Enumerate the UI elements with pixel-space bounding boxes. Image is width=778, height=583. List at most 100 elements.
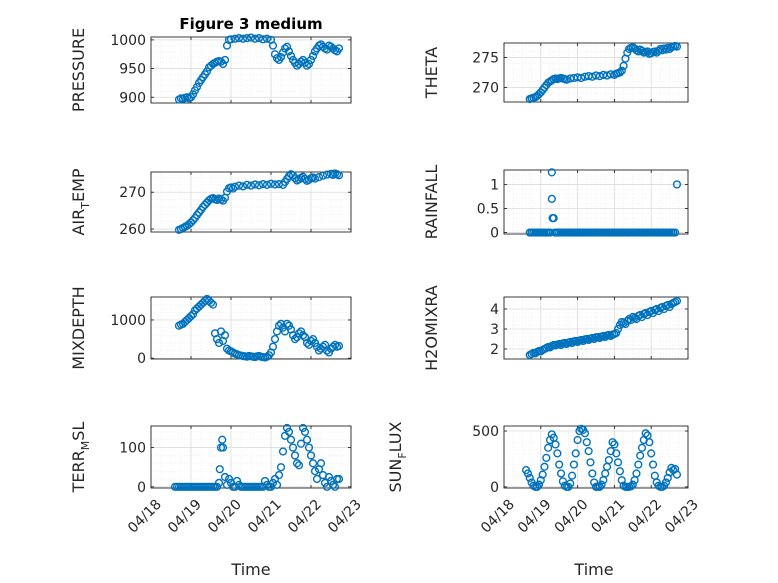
data-point-terr_msl xyxy=(212,482,222,491)
data-point-pressure xyxy=(238,34,248,43)
data-point-air_temp xyxy=(234,181,244,190)
data-point-terr_msl xyxy=(214,478,224,487)
subplot-pressure: 900 950 1000 PRESSURE xyxy=(69,28,352,112)
data-point-pressure xyxy=(188,90,198,99)
data-point-mixdepth xyxy=(270,334,280,344)
axes-frame-theta xyxy=(503,42,689,103)
data-point-pressure xyxy=(286,51,296,61)
data-point-air_temp xyxy=(328,170,338,180)
data-point-air_temp xyxy=(186,218,196,227)
data-point-mixdepth xyxy=(294,329,304,338)
data-point-pressure xyxy=(202,67,212,76)
data-point-theta xyxy=(637,46,647,55)
data-point-air_temp xyxy=(262,180,272,189)
y-tick-label: 275 xyxy=(472,50,499,66)
data-point-theta xyxy=(617,66,626,75)
data-point-pressure xyxy=(242,34,252,43)
data-point-air_temp xyxy=(322,170,332,179)
y-axis-label-pressure: PRESSURE xyxy=(69,28,88,112)
y-tick-label: 950 xyxy=(119,62,146,78)
x-axis-label-left: Time xyxy=(230,560,270,579)
data-point-pressure xyxy=(306,55,316,65)
data-point-mixdepth xyxy=(330,340,340,349)
data-point-pressure xyxy=(268,41,278,50)
data-point-sun_flux xyxy=(597,480,606,489)
data-point-sun_flux xyxy=(544,443,553,452)
data-point-air_temp xyxy=(314,173,324,182)
data-point-sun_flux xyxy=(584,447,593,456)
data-point-pressure xyxy=(246,33,256,42)
data-point-terr_msl xyxy=(290,451,300,460)
y-axis-label-theta: THETA xyxy=(422,47,441,99)
x-axis-label-right: Time xyxy=(573,560,613,579)
data-point-mixdepth xyxy=(282,319,292,328)
data-point-terr_msl xyxy=(272,480,282,489)
data-point-mixdepth xyxy=(306,336,316,346)
data-point-sun_flux xyxy=(571,449,580,458)
data-point-pressure xyxy=(272,54,282,63)
data-point-sun_flux xyxy=(612,449,621,458)
data-point-terr_msl xyxy=(218,435,227,444)
data-point-mixdepth xyxy=(208,300,218,309)
data-point-mixdepth xyxy=(290,334,300,344)
data-point-sun_flux xyxy=(569,460,579,469)
data-point-rainfall xyxy=(549,214,558,223)
data-point-pressure xyxy=(282,42,292,51)
data-point-pressure xyxy=(254,34,264,43)
data-point-air_temp xyxy=(200,200,210,209)
data-point-sun_flux xyxy=(617,476,626,485)
data-point-terr_msl xyxy=(302,435,312,444)
data-point-terr_msl xyxy=(274,470,284,480)
data-point-air_temp xyxy=(290,174,300,183)
data-point-theta xyxy=(619,61,628,70)
data-point-rainfall xyxy=(547,194,556,203)
data-point-mixdepth xyxy=(328,342,338,351)
y-tick-label: 1 xyxy=(490,177,499,193)
subplot-rainfall: 0 0.5 1 RAINFALL xyxy=(422,165,689,242)
data-point-sun_flux xyxy=(608,438,617,447)
y-tick-label: 100 xyxy=(119,441,146,457)
y-tick-label: 0.5 xyxy=(477,201,499,217)
data-point-air_temp xyxy=(246,181,256,190)
data-point-pressure xyxy=(308,51,318,61)
data-point-air_temp xyxy=(300,174,310,184)
data-point-air_temp xyxy=(258,180,268,189)
data-point-terr_msl xyxy=(310,467,320,476)
data-point-sun_flux xyxy=(588,469,597,478)
y-tick-label: 0 xyxy=(490,226,499,242)
y-tick-label: 4 xyxy=(490,302,499,318)
data-point-sun_flux xyxy=(534,480,544,489)
data-point-sun_flux xyxy=(533,482,542,491)
data-point-sun_flux xyxy=(645,438,654,447)
data-point-sun_flux xyxy=(604,455,613,465)
data-point-terr_msl xyxy=(296,439,306,448)
data-point-terr_msl xyxy=(306,451,316,460)
data-point-pressure xyxy=(302,61,312,70)
y-tick-label: 1000 xyxy=(110,313,146,329)
data-point-sun_flux xyxy=(671,464,680,474)
data-point-terr_msl xyxy=(324,472,334,482)
data-point-terr_msl xyxy=(292,459,302,468)
axes-frame-pressure xyxy=(150,36,352,104)
data-point-sun_flux xyxy=(525,473,534,483)
axes-frame-h2omixra xyxy=(503,296,689,360)
data-point-terr_msl xyxy=(294,461,304,470)
data-point-pressure xyxy=(230,34,240,43)
subplot-sun_flux: 050004/1804/1904/2004/2104/2204/23SUNFLU… xyxy=(386,421,702,536)
data-point-pressure xyxy=(250,34,260,43)
data-point-sun_flux xyxy=(556,469,566,478)
data-point-theta xyxy=(615,68,625,77)
data-point-mixdepth xyxy=(334,341,344,351)
y-tick-label: 1000 xyxy=(110,33,146,49)
data-point-terr_msl xyxy=(334,474,344,484)
data-point-terr_msl xyxy=(286,435,296,444)
data-point-air_temp xyxy=(212,195,222,205)
subplot-theta: 270 275 THETA xyxy=(422,41,689,104)
data-point-sun_flux xyxy=(613,458,623,467)
data-point-terr_msl xyxy=(330,482,340,491)
data-point-mixdepth xyxy=(302,338,312,348)
y-tick-label: 270 xyxy=(472,81,499,97)
data-point-rainfall xyxy=(672,180,682,189)
data-point-sun_flux xyxy=(626,482,636,491)
